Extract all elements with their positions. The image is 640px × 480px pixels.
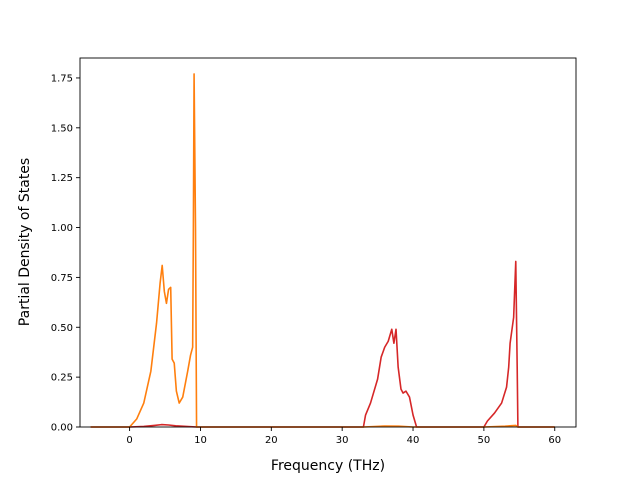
y-tick-label: 1.00 xyxy=(51,223,73,234)
y-tick-label: 0.50 xyxy=(51,323,73,334)
x-tick-label: 50 xyxy=(478,435,491,446)
y-tick-label: 1.25 xyxy=(51,173,73,184)
y-tick-label: 0.00 xyxy=(51,423,73,434)
y-tick-label: 1.75 xyxy=(51,73,73,84)
y-tick-label: 0.25 xyxy=(51,373,73,384)
series-line-1 xyxy=(90,260,555,428)
x-tick-label: 10 xyxy=(194,435,207,446)
x-tick-label: 0 xyxy=(126,435,132,446)
x-tick-label: 30 xyxy=(336,435,349,446)
x-tick-label: 40 xyxy=(407,435,420,446)
plot-frame xyxy=(79,57,577,428)
x-tick-label: 20 xyxy=(265,435,278,446)
y-tick-label: 0.75 xyxy=(51,273,73,284)
x-axis-title: Frequency (THz) xyxy=(271,458,385,474)
x-tick-label: 60 xyxy=(548,435,561,446)
y-tick-label: 1.50 xyxy=(51,123,73,134)
y-axis-title: Partial Density of States xyxy=(17,158,33,326)
